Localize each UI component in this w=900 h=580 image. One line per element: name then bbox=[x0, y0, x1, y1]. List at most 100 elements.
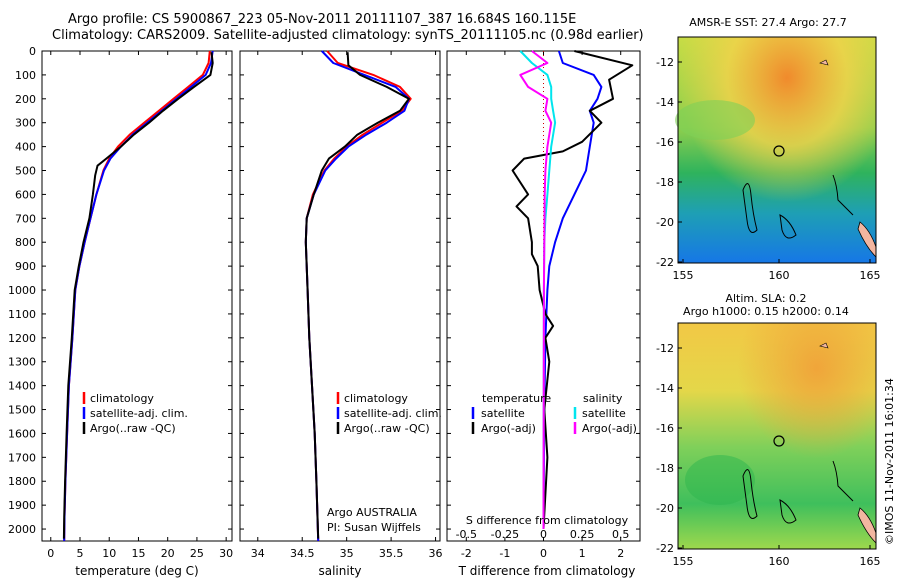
s-difference-tick-label: -0.5 bbox=[456, 528, 477, 541]
landmass bbox=[819, 342, 829, 349]
difference-tick-label: -1 bbox=[499, 547, 510, 560]
latitude-tick-label: -12 bbox=[656, 56, 674, 69]
salinity-plot bbox=[304, 50, 412, 542]
temperature-tick-label: 0 bbox=[47, 547, 54, 560]
argo-float-marker bbox=[773, 145, 785, 157]
depth-tick-label: 1400 bbox=[8, 380, 36, 393]
latitude-tick-label: -22 bbox=[656, 256, 674, 269]
sla-patch bbox=[685, 455, 755, 505]
temperature-tick-label: 15 bbox=[131, 547, 145, 560]
legend-label-argo: Argo(..raw -QC) bbox=[90, 422, 176, 435]
depth-tick-label: 900 bbox=[15, 260, 36, 273]
depth-tick-label: 100 bbox=[15, 69, 36, 82]
depth-tick-label: 1700 bbox=[8, 451, 36, 464]
legend-heading-temperature: temperature bbox=[482, 392, 551, 405]
salinity-legend: climatology satellite-adj. clim. Argo(..… bbox=[327, 392, 442, 534]
depth-axis: 0 100 200 300 400 500 600 700 800 900 1000 1100 1200… bbox=[8, 45, 640, 536]
latitude-tick-label: -22 bbox=[656, 542, 674, 555]
depth-tick-label: 1100 bbox=[8, 308, 36, 321]
legend-label-argo: Argo(..raw -QC) bbox=[344, 422, 430, 435]
legend-label-climatology: climatology bbox=[344, 392, 408, 405]
landmass bbox=[819, 59, 829, 66]
series-line-climatology bbox=[63, 50, 211, 542]
depth-tick-label: 500 bbox=[15, 165, 36, 178]
sst-patch bbox=[675, 100, 755, 140]
temperature-plot bbox=[62, 50, 214, 542]
series-line-satellite-adj-clim- bbox=[304, 50, 410, 542]
latitude-tick-label: -18 bbox=[656, 176, 674, 189]
island-contour bbox=[742, 469, 758, 519]
salinity-tick-label: 35 bbox=[340, 547, 354, 560]
series-line-argo-raw-qc- bbox=[62, 52, 214, 539]
temperature-tick-label: 10 bbox=[102, 547, 116, 560]
temperature-tick-label: 30 bbox=[219, 547, 233, 560]
longitude-tick-label: 160 bbox=[769, 555, 790, 568]
s-difference-tick-label: -0.25 bbox=[491, 528, 519, 541]
difference-axis-label: T difference from climatology bbox=[458, 564, 636, 578]
legend-label-satellite-adj: satellite-adj. clim. bbox=[90, 407, 188, 420]
island-contour bbox=[779, 499, 797, 524]
series-line-climatology bbox=[304, 50, 412, 542]
s-difference-tick-label: 0 bbox=[540, 528, 547, 541]
salinity-tick-label: 34.5 bbox=[290, 547, 315, 560]
series-line-temperature-satellite bbox=[542, 50, 603, 530]
depth-tick-label: 200 bbox=[15, 93, 36, 106]
figure-title-line1: Argo profile: CS 5900867_223 05-Nov-2011… bbox=[68, 12, 577, 27]
sla-map-title-line2: Argo h1000: 0.15 h2000: 0.14 bbox=[683, 305, 849, 318]
principal-investigator-note: PI: Susan Wijffels bbox=[327, 521, 421, 534]
depth-tick-label: 1300 bbox=[8, 356, 36, 369]
salinity-axis-label: salinity bbox=[318, 564, 361, 578]
salinity-tick-label: 35.5 bbox=[379, 547, 404, 560]
s-difference-tick-label: 0.5 bbox=[612, 528, 630, 541]
difference-tick-label: 2 bbox=[617, 547, 624, 560]
depth-tick-label: 2000 bbox=[8, 523, 36, 536]
argo-float-marker bbox=[773, 435, 785, 447]
depth-tick-label: 600 bbox=[15, 188, 36, 201]
depth-tick-label: 1000 bbox=[8, 284, 36, 297]
longitude-tick-label: 155 bbox=[673, 269, 694, 282]
longitude-tick-label: 165 bbox=[860, 269, 881, 282]
legend-label-satellite-adj: satellite-adj. clim. bbox=[344, 407, 442, 420]
legend-label-t-argo: Argo(-adj) bbox=[481, 422, 536, 435]
legend-label-s-argo: Argo(-adj) bbox=[582, 422, 637, 435]
depth-tick-label: 1500 bbox=[8, 404, 36, 417]
legend-heading-salinity: salinity bbox=[583, 392, 623, 405]
island-contour bbox=[779, 214, 797, 239]
series-line-temperature-argo-adj- bbox=[511, 50, 634, 530]
sst-warm-patch bbox=[678, 37, 876, 263]
depth-tick-label: 1900 bbox=[8, 499, 36, 512]
latitude-tick-label: -16 bbox=[656, 422, 674, 435]
temperature-axis-label: temperature (deg C) bbox=[75, 564, 198, 578]
difference-tick-label: -2 bbox=[461, 547, 472, 560]
latitude-tick-label: -20 bbox=[656, 216, 674, 229]
series-line-salinity-argo-adj- bbox=[519, 50, 553, 530]
temperature-tick-label: 20 bbox=[161, 547, 175, 560]
longitude-tick-label: 160 bbox=[769, 269, 790, 282]
legend-label-t-satellite: satellite bbox=[481, 407, 525, 420]
sst-map-frame bbox=[677, 36, 877, 264]
sla-map-title-line1: Altim. SLA: 0.2 bbox=[725, 292, 806, 305]
depth-tick-label: 700 bbox=[15, 212, 36, 225]
sla-map-frame bbox=[677, 322, 877, 550]
latitude-tick-label: -18 bbox=[656, 462, 674, 475]
temperature-tick-label: 25 bbox=[190, 547, 204, 560]
series-line-salinity-satellite bbox=[519, 50, 557, 530]
salinity-x-axis: 34 34.5 35 35.5 36 bbox=[251, 51, 443, 560]
figure-title-line2: Climatology: CARS2009. Satellite-adjuste… bbox=[52, 28, 644, 43]
depth-tick-label: 1200 bbox=[8, 332, 36, 345]
series-line-argo-raw-qc- bbox=[304, 52, 410, 539]
temperature-x-axis: 0 5 10 15 20 25 30 bbox=[47, 51, 233, 560]
temperature-tick-label: 5 bbox=[77, 547, 84, 560]
depth-tick-label: 0 bbox=[29, 45, 36, 58]
depth-tick-label: 1600 bbox=[8, 427, 36, 440]
difference-x-axis: -2 -1 0 1 2 -0.5 -0.25 0 0.25 0.5 bbox=[456, 51, 630, 560]
longitude-tick-label: 165 bbox=[860, 555, 881, 568]
temperature-legend: climatology satellite-adj. clim. Argo(..… bbox=[82, 392, 188, 435]
series-line-satellite-adj-clim- bbox=[63, 50, 214, 542]
island-contour bbox=[832, 174, 854, 216]
s-difference-tick-label: 0.25 bbox=[570, 528, 595, 541]
